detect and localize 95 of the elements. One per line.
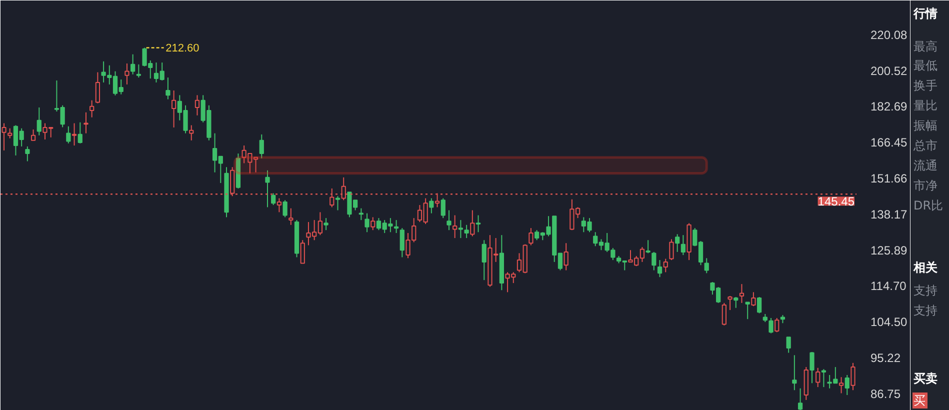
candlestick (72, 122, 77, 146)
candlestick (194, 94, 200, 116)
y-tick-label: 86.75 (870, 386, 901, 401)
candlestick (265, 170, 270, 208)
candlestick (476, 214, 481, 233)
candlestick (8, 128, 12, 139)
candlestick (564, 242, 568, 271)
candlestick (370, 216, 376, 231)
candlestick (704, 258, 709, 274)
ref-line-label: 145.45 (818, 194, 855, 209)
candlestick (652, 251, 656, 271)
y-tick-label: 151.66 (870, 172, 908, 186)
y-tick-label: 166.45 (870, 136, 908, 150)
candlestick (36, 106, 42, 136)
candlestick (482, 240, 486, 281)
candlestick (136, 64, 141, 78)
candlestick (324, 218, 328, 231)
candlestick (25, 146, 30, 162)
y-tick-label: 125.89 (870, 243, 908, 258)
candlestick (798, 388, 803, 410)
candlestick (810, 351, 814, 384)
candlestick (124, 62, 130, 85)
candlestick (722, 302, 726, 326)
annotation: 212.60 (166, 42, 200, 55)
y-tick-label: 220.08 (870, 28, 908, 42)
candlestick (728, 295, 732, 311)
candlestick (821, 368, 826, 388)
candlestick (335, 196, 340, 211)
candlestick (739, 284, 744, 304)
candlestick (464, 224, 469, 239)
text: 支持 (914, 304, 938, 318)
text: 支持 (914, 284, 938, 298)
candlestick (774, 317, 780, 333)
candlestick (844, 374, 850, 396)
candlestick (452, 214, 458, 239)
candlestick (400, 228, 404, 258)
candlestick (271, 192, 276, 206)
candlestick (171, 90, 176, 128)
candlestick (669, 238, 674, 261)
text: 相关 (912, 260, 938, 274)
candlestick (66, 126, 71, 144)
candlestick (792, 354, 797, 391)
text: 流通 (914, 158, 938, 172)
text: 买卖 (914, 372, 938, 386)
candlestick (288, 208, 294, 226)
candlestick (680, 234, 686, 256)
candlestick (130, 54, 136, 75)
candlestick (745, 302, 750, 320)
candlestick (30, 128, 36, 141)
candlestick (90, 100, 94, 118)
candlestick (470, 210, 475, 237)
candlestick (276, 198, 282, 213)
candlestick (166, 77, 170, 100)
candlestick (838, 376, 844, 394)
candlestick (657, 260, 662, 278)
candlestick (675, 234, 680, 252)
candlestick (458, 220, 464, 239)
candlestick (358, 208, 364, 221)
candlestick (95, 72, 100, 104)
candlestick (364, 212, 370, 233)
candlestick (189, 124, 194, 141)
y-tick-label: 138.17 (870, 207, 908, 222)
text: 市净 (914, 178, 938, 192)
candlestick (528, 228, 534, 246)
candlestick (768, 317, 774, 334)
candlestick (429, 198, 434, 214)
y-tick-label: 95.22 (870, 351, 901, 366)
y-tick-label: 114.70 (870, 279, 907, 294)
y-tick-label: 200.52 (870, 64, 908, 78)
candlestick (756, 296, 762, 314)
candlestick (84, 112, 88, 134)
candlestick (446, 210, 452, 231)
candlestick (646, 240, 650, 254)
text: 换手 (914, 78, 938, 92)
candlestick (259, 134, 264, 159)
y-tick-label: 182.69 (870, 100, 908, 114)
candlestick (734, 296, 738, 308)
text: 最低 (914, 58, 938, 72)
text: 最高 (914, 40, 938, 54)
y-tick-label: 104.50 (870, 315, 908, 330)
candlestick (440, 198, 446, 219)
candlestick (282, 200, 288, 218)
text: 振幅 (914, 118, 938, 132)
text: 买 (914, 394, 926, 408)
candlestick (663, 258, 668, 273)
candlestick (751, 292, 756, 307)
text: 量比 (914, 98, 938, 112)
text: DR比 (914, 198, 944, 212)
candlestick (300, 240, 305, 264)
candlestick (816, 367, 820, 388)
text: 总市 (912, 138, 938, 152)
candlestick (786, 336, 791, 354)
text: 行情 (912, 6, 938, 20)
candlestick (394, 220, 399, 234)
candlestick (78, 122, 82, 144)
